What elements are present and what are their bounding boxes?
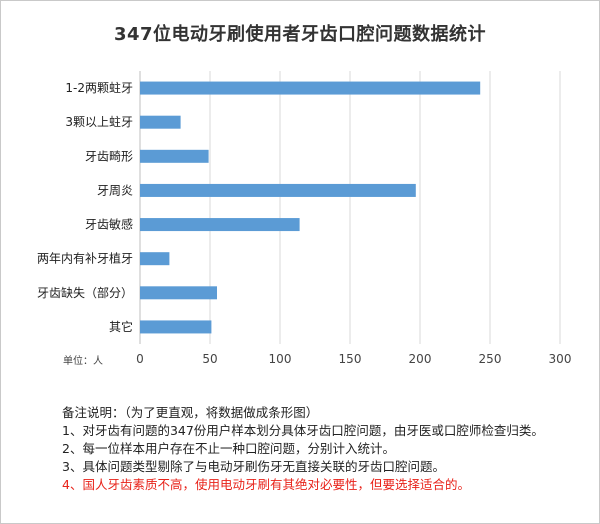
category-label: 1-2两颗蛀牙: [65, 81, 133, 95]
bar: [140, 183, 416, 197]
bar-chart: 1-2两颗蛀牙 3颗以上蛀牙牙齿畸形牙周炎牙齿敏感两年内有补牙植牙牙齿缺失（部分）…: [37, 71, 571, 366]
bar: [140, 286, 217, 300]
bars: [140, 81, 481, 334]
category-label: 3颗以上蛀牙: [65, 115, 133, 129]
x-tick-label: 250: [479, 352, 502, 366]
x-tick-label: 150: [339, 352, 362, 366]
x-tick-labels: 0 50 100 150 200 250 300: [136, 352, 571, 366]
category-label: 其它: [109, 319, 133, 334]
bar: [140, 81, 481, 95]
unit-label: 单位：人: [63, 356, 103, 367]
x-tick-label: 50: [202, 352, 217, 366]
notes-heading: 备注说明：（为了更直观，将数据做成条形图）: [62, 405, 319, 420]
category-label: 牙齿缺失（部分）: [37, 285, 133, 300]
note-item-3: 3、具体问题类型剔除了与电动牙刷伤牙无直接关联的牙齿口腔问题。: [62, 459, 445, 474]
bar: [140, 149, 209, 163]
bar: [140, 252, 170, 266]
bar: [140, 115, 181, 129]
bar: [140, 218, 300, 232]
category-labels: 1-2两颗蛀牙 3颗以上蛀牙牙齿畸形牙周炎牙齿敏感两年内有补牙植牙牙齿缺失（部分）…: [37, 81, 133, 334]
category-label: 牙齿畸形: [85, 149, 133, 163]
note-item-4: 4、国人牙齿素质不高，使用电动牙刷有其绝对必要性，但要选择适合的。: [62, 477, 470, 492]
notes: 备注说明：（为了更直观，将数据做成条形图） 1、对牙齿有问题的347份用户样本划…: [62, 404, 592, 494]
x-tick-label: 0: [136, 352, 144, 366]
category-label: 牙周炎: [97, 183, 133, 197]
gridlines: [139, 71, 561, 344]
chart-title: 347位电动牙刷使用者牙齿口腔问题数据统计: [113, 24, 487, 45]
category-label: 两年内有补牙植牙: [37, 251, 133, 266]
category-label: 牙齿敏感: [85, 217, 133, 232]
note-item-1: 1、对牙齿有问题的347份用户样本划分具体牙齿口腔问题，由牙医或口腔师检查归类。: [62, 423, 544, 438]
bar: [140, 320, 212, 334]
x-tick-label: 100: [269, 352, 292, 366]
note-item-2: 2、每一位样本用户存在不止一种口腔问题，分别计入统计。: [62, 441, 395, 456]
x-tick-label: 300: [549, 352, 572, 366]
x-tick-label: 200: [409, 352, 432, 366]
